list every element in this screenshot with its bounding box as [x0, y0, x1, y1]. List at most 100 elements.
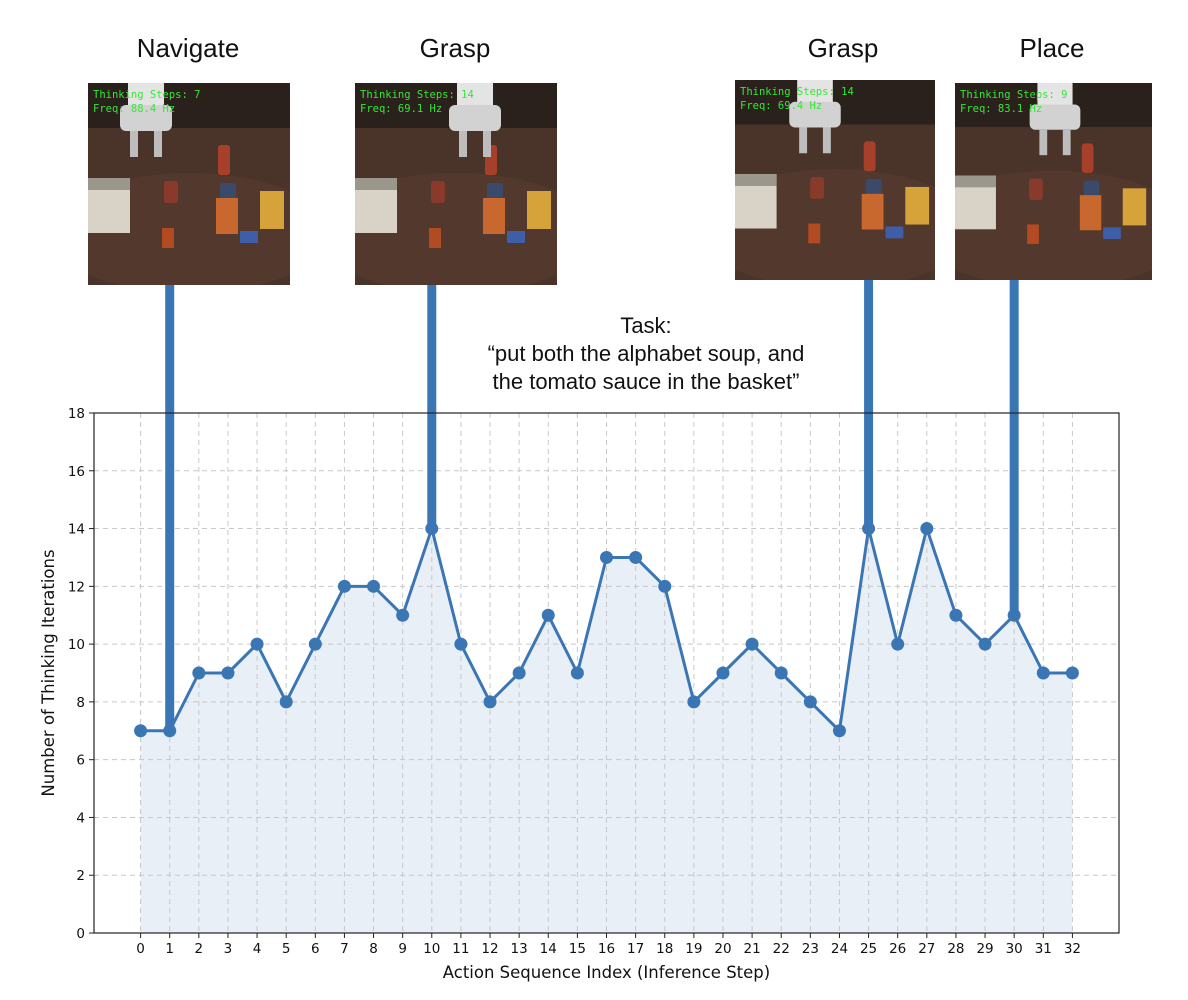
data-point: [192, 666, 206, 680]
phase-label-grasp-2: Grasp: [807, 33, 879, 63]
can-object: [164, 181, 178, 203]
x-tick-label: 31: [1035, 941, 1052, 957]
basket-rim: [355, 178, 397, 190]
can-object: [810, 177, 825, 199]
y-tick-label: 6: [76, 753, 85, 769]
data-point: [367, 579, 381, 593]
data-point: [862, 522, 876, 536]
sauce-bottle: [1081, 143, 1094, 173]
robot-wrist: [1029, 104, 1081, 130]
data-point: [1036, 666, 1050, 680]
data-point: [687, 695, 701, 709]
x-tick-label: 8: [369, 941, 378, 957]
table-highlight: [88, 173, 290, 285]
x-tick-label: 5: [282, 941, 291, 957]
x-tick-label: 29: [976, 941, 993, 957]
x-tick-label: 30: [1006, 941, 1023, 957]
data-point: [337, 579, 351, 593]
table-highlight: [355, 173, 557, 285]
task-text-line-1: “put both the alphabet soup, and: [487, 341, 805, 366]
data-point: [658, 579, 672, 593]
table-highlight: [955, 170, 1152, 280]
basket-rim: [88, 178, 130, 190]
scene-image: [88, 83, 290, 285]
can-object: [1029, 178, 1043, 201]
x-tick-label: 32: [1064, 941, 1081, 957]
frame-place: Thinking Steps: 9 Freq: 83.1 Hz: [955, 83, 1152, 280]
hud-frequency: Freq: 88.4 Hz: [93, 103, 176, 115]
cereal-box: [260, 191, 284, 229]
data-point: [745, 637, 759, 651]
data-point: [454, 637, 468, 651]
scene-image: [735, 80, 935, 280]
data-point: [279, 695, 293, 709]
gripper-finger: [483, 131, 491, 157]
x-tick-label: 4: [253, 941, 262, 957]
y-tick-label: 14: [68, 522, 85, 538]
data-point: [716, 666, 730, 680]
basket-rim: [955, 175, 996, 188]
sauce-box: [808, 223, 821, 244]
juice-box: [483, 198, 505, 234]
x-tick-label: 20: [714, 941, 731, 957]
x-tick-label: 3: [224, 941, 233, 957]
table-highlight: [735, 169, 935, 280]
phase-label-grasp-1: Grasp: [419, 33, 491, 63]
hud-thinking-steps: Thinking Steps: 9: [960, 89, 1068, 101]
y-tick-label: 12: [68, 579, 85, 595]
x-tick-label: 0: [136, 941, 145, 957]
data-point: [949, 608, 963, 622]
x-tick-label: 9: [398, 941, 407, 957]
data-point: [600, 550, 613, 564]
sauce-bottle: [863, 141, 876, 172]
x-tick-label: 16: [598, 941, 615, 957]
data-point: [629, 550, 643, 564]
data-point: [396, 608, 410, 622]
sauce-box: [429, 228, 441, 248]
can-object: [431, 181, 445, 203]
x-tick-label: 28: [947, 941, 964, 957]
x-tick-label: 1: [165, 941, 174, 957]
data-point: [134, 724, 148, 738]
data-point: [1007, 608, 1021, 622]
hud-thinking-steps: Thinking Steps: 7: [93, 89, 201, 101]
y-tick-label: 16: [68, 464, 85, 480]
y-tick-label: 4: [76, 810, 85, 826]
sauce-bottle: [218, 145, 230, 175]
frame-navigate: Thinking Steps: 7 Freq: 88.4 Hz: [88, 83, 290, 285]
juice-box: [861, 193, 884, 230]
x-tick-label: 15: [569, 941, 586, 957]
y-axis-label: Number of Thinking Iterations: [39, 549, 58, 796]
frame-grasp-1: Thinking Steps: 14 Freq: 69.1 Hz: [355, 83, 557, 285]
butter-box: [507, 231, 525, 243]
y-tick-label: 0: [76, 926, 85, 942]
hud-frequency: Freq: 69.1 Hz: [360, 103, 443, 115]
x-tick-label: 14: [540, 941, 557, 957]
data-point: [1065, 666, 1079, 680]
data-point: [978, 637, 992, 651]
y-tick-label: 8: [76, 695, 85, 711]
data-point: [425, 522, 439, 536]
data-point: [891, 637, 905, 651]
juice-box: [1079, 195, 1102, 231]
cereal-box: [905, 186, 930, 225]
x-tick-label: 13: [511, 941, 528, 957]
x-tick-label: 26: [889, 941, 906, 957]
data-point: [163, 724, 177, 738]
sauce-box: [1027, 224, 1039, 244]
data-point: [308, 637, 322, 651]
gripper-finger: [130, 131, 138, 157]
scene-image: [355, 83, 557, 285]
task-text-line-2: the tomato sauce in the basket”: [492, 369, 800, 394]
x-tick-label: 24: [831, 941, 848, 957]
data-point: [774, 666, 788, 680]
x-tick-label: 7: [340, 941, 349, 957]
sauce-box: [162, 228, 174, 248]
frame-grasp-2: Thinking Steps: 14 Freq: 69.4 Hz: [735, 80, 935, 280]
cereal-box: [527, 191, 551, 229]
data-point: [221, 666, 235, 680]
x-tick-label: 21: [744, 941, 761, 957]
x-tick-label: 19: [685, 941, 702, 957]
x-tick-label: 25: [860, 941, 877, 957]
